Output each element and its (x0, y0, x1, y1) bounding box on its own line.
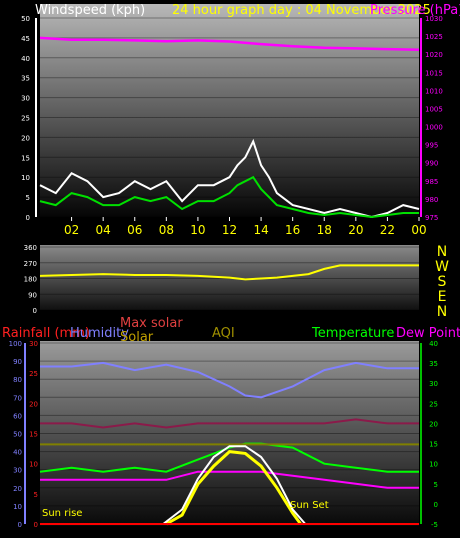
humidity-tick-70: 70 (13, 394, 22, 402)
humidity-tick-60: 60 (13, 412, 22, 420)
pressure-tick-1030: 1030 (425, 15, 443, 23)
temperature-tick-10: 10 (429, 461, 438, 469)
hour-tick-18: 18 (317, 223, 332, 237)
hour-tick-22: 22 (380, 223, 395, 237)
right-axis-label: Pressure (hPa) (370, 3, 460, 18)
pressure-tick-1025: 1025 (425, 33, 443, 41)
compass-s: S (438, 274, 447, 290)
compass-w: W (435, 259, 449, 275)
dew-point-line (40, 470, 419, 489)
humidity-tick-100: 100 (9, 340, 22, 348)
temperature-tick-15: 15 (429, 441, 438, 449)
rain-tick-30: 30 (29, 340, 38, 348)
pressure-line (39, 36, 420, 52)
humidity-tick-20: 20 (13, 485, 22, 493)
pressure-tick-975: 975 (425, 214, 438, 222)
pressure-tick-995: 995 (425, 142, 438, 150)
legend-humidity: Humidity (70, 326, 129, 341)
compass-e: E (438, 289, 447, 305)
hour-tick-16: 16 (285, 223, 300, 237)
sunset-label: Sun Set (290, 500, 329, 511)
temperature-tick--5: -5 (431, 521, 438, 529)
hour-tick-00: 00 (411, 223, 426, 237)
wind-direction-line (39, 264, 419, 281)
hour-tick-06: 06 (127, 223, 142, 237)
pressure-tick-1010: 1010 (425, 87, 443, 95)
rain-tick-0: 0 (34, 521, 38, 529)
wind-tick-10: 10 (21, 174, 30, 182)
wind-tick-40: 40 (21, 55, 30, 63)
hour-tick-04: 04 (96, 223, 111, 237)
rain-tick-5: 5 (34, 491, 38, 499)
gust-line (39, 138, 420, 219)
hour-tick-14: 14 (253, 223, 268, 237)
direction-tick-360: 360 (24, 244, 37, 252)
compass-n2: N (437, 304, 447, 320)
humidity-tick-30: 30 (13, 467, 22, 475)
legend-max-solar: Max solar (120, 316, 183, 331)
direction-tick-270: 270 (24, 260, 37, 268)
direction-tick-90: 90 (28, 291, 37, 299)
humidity-line (40, 361, 419, 399)
hour-tick-10: 10 (190, 223, 205, 237)
humidity-tick-90: 90 (13, 358, 22, 366)
rain-tick-15: 15 (29, 431, 38, 439)
wind-tick-20: 20 (21, 134, 30, 142)
conditions-panel (40, 341, 419, 526)
legend-rainfall: Rainfall (mm) (2, 326, 90, 341)
humidity-tick-0: 0 (18, 521, 22, 529)
compass-n: N (437, 244, 447, 260)
direction-tick-0: 0 (33, 307, 37, 315)
wind-panel (40, 4, 419, 217)
hour-tick-02: 02 (64, 223, 79, 237)
rain-tick-10: 10 (29, 461, 38, 469)
rain-tick-25: 25 (29, 370, 38, 378)
wind-tick-5: 5 (26, 194, 30, 202)
temperature-tick-25: 25 (429, 400, 438, 408)
solar-line (165, 450, 302, 526)
temperature-tick-30: 30 (429, 380, 438, 388)
temperature-tick-5: 5 (434, 481, 438, 489)
pressure-tick-1015: 1015 (425, 69, 443, 77)
hour-tick-20: 20 (348, 223, 363, 237)
indoor-line (40, 418, 419, 429)
humidity-tick-80: 80 (13, 376, 22, 384)
direction-tick-180: 180 (24, 276, 37, 284)
pressure-tick-1020: 1020 (425, 51, 443, 59)
chart-title: 24 hour graph day : 04 November 2025 (172, 3, 431, 18)
humidity-tick-50: 50 (13, 431, 22, 439)
wind-tick-25: 25 (21, 115, 30, 123)
pressure-tick-1000: 1000 (425, 124, 443, 132)
legend-aqi: AQI (212, 326, 235, 341)
sunrise-label: Sun rise (42, 508, 82, 519)
legend-dew-point: Dew Point (396, 326, 460, 341)
temperature-tick-35: 35 (429, 360, 438, 368)
temperature-tick-40: 40 (429, 340, 438, 348)
rain-tick-20: 20 (29, 400, 38, 408)
pressure-tick-990: 990 (425, 160, 438, 168)
average-wind-line (39, 175, 419, 219)
wind-tick-15: 15 (21, 154, 30, 162)
pressure-tick-980: 980 (425, 196, 438, 204)
wind-tick-0: 0 (26, 214, 30, 222)
hour-tick-08: 08 (159, 223, 174, 237)
humidity-tick-10: 10 (13, 503, 22, 511)
legend-temperature: Temperature (311, 326, 394, 341)
wind-tick-35: 35 (21, 75, 30, 83)
legend-solar: Solar (120, 330, 154, 345)
pressure-tick-1005: 1005 (425, 105, 443, 113)
wind-tick-30: 30 (21, 95, 30, 103)
left-axis-label: Windspeed (kph) (35, 3, 145, 18)
max-solar-line (162, 445, 307, 525)
pressure-tick-985: 985 (425, 178, 438, 186)
wind-tick-50: 50 (21, 15, 30, 23)
hour-tick-12: 12 (222, 223, 237, 237)
wind-tick-45: 45 (21, 35, 30, 43)
temperature-tick-20: 20 (429, 420, 438, 428)
temperature-tick-0: 0 (434, 501, 438, 509)
humidity-tick-40: 40 (13, 449, 22, 457)
